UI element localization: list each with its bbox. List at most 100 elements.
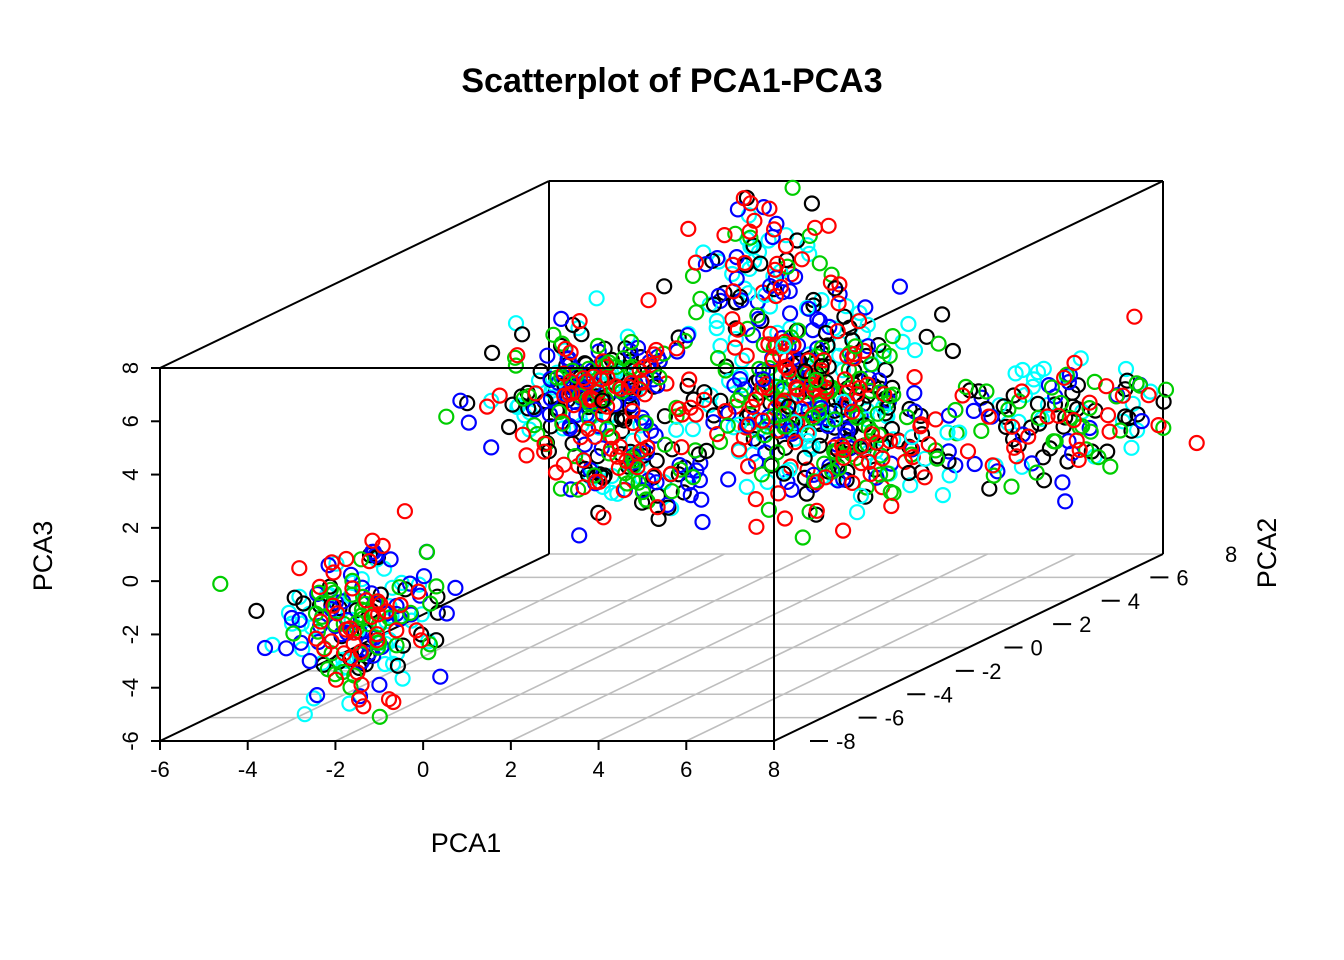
data-point — [327, 666, 344, 683]
data-point — [1043, 379, 1061, 396]
data-point — [799, 237, 816, 254]
x-tick-label: 2 — [505, 757, 517, 782]
data-point — [1030, 409, 1047, 426]
data-point — [291, 560, 308, 577]
data-point — [725, 283, 742, 300]
data-point — [637, 491, 655, 508]
data-point — [848, 386, 866, 403]
data-point — [555, 365, 572, 382]
data-point — [724, 256, 742, 273]
data-point — [833, 437, 851, 454]
data-point — [1155, 393, 1172, 410]
data-point — [848, 504, 866, 521]
data-point — [829, 323, 846, 340]
data-point — [1128, 375, 1145, 392]
data-point — [385, 693, 402, 711]
data-point — [491, 387, 508, 404]
data-point — [675, 484, 692, 501]
data-point — [906, 342, 924, 359]
data-point — [687, 254, 705, 271]
data-point — [556, 387, 573, 404]
data-point — [690, 446, 708, 463]
data-point — [680, 220, 697, 237]
chart-title: Scatterplot of PCA1-PCA3 — [461, 62, 882, 100]
data-point — [401, 575, 419, 592]
data-point — [1131, 377, 1149, 394]
data-point — [589, 448, 606, 465]
data-point — [369, 632, 386, 649]
data-point — [1098, 378, 1115, 395]
data-point — [634, 483, 652, 501]
data-point — [916, 469, 933, 486]
data-point — [656, 436, 674, 453]
data-point — [564, 362, 581, 379]
data-point — [879, 465, 896, 482]
data-point — [705, 296, 723, 313]
data-point — [1058, 366, 1075, 383]
data-point — [859, 376, 876, 393]
data-point — [670, 400, 688, 418]
data-point — [1028, 464, 1045, 481]
data-point — [358, 592, 375, 609]
data-point — [731, 371, 749, 388]
data-point — [507, 357, 525, 374]
data-point — [631, 362, 648, 379]
data-point — [564, 385, 581, 402]
data-point — [781, 305, 799, 322]
data-point — [1004, 418, 1021, 435]
data-point — [648, 474, 665, 491]
data-point — [447, 579, 464, 597]
data-point — [708, 312, 726, 330]
data-point — [371, 708, 388, 725]
data-point — [730, 441, 748, 458]
data-point — [1023, 455, 1041, 472]
data-point — [623, 333, 640, 351]
data-point — [696, 384, 713, 401]
data-point — [730, 416, 748, 433]
data-point — [764, 351, 782, 368]
data-point — [716, 227, 733, 244]
data-point — [547, 464, 565, 481]
data-point — [1057, 409, 1074, 426]
data-point — [646, 467, 663, 484]
data-point — [361, 552, 378, 570]
data-point — [798, 485, 815, 502]
data-point — [286, 589, 303, 606]
data-point — [1045, 433, 1062, 450]
axis-ticks: -6 -4 -2 0 2 4 6 8 -6 -4 -2 0 2 4 6 8 -8 -6 -4 -2 0 2 4 6 8 — [118, 362, 1237, 782]
data-point — [900, 315, 917, 333]
data-point — [672, 461, 689, 478]
data-point — [679, 377, 696, 395]
z-tick-label: 8 — [118, 362, 143, 374]
data-point — [301, 652, 318, 670]
data-point — [1025, 371, 1043, 388]
data-points — [212, 179, 1205, 725]
data-point — [817, 325, 835, 342]
data-point — [818, 374, 835, 391]
data-point — [483, 439, 500, 456]
data-point — [1004, 431, 1022, 448]
data-point — [820, 217, 837, 234]
data-point — [727, 331, 744, 348]
data-point — [813, 358, 830, 375]
data-point — [1035, 360, 1052, 377]
data-point — [518, 447, 535, 464]
z-tick-label: 6 — [118, 415, 143, 427]
data-point — [981, 480, 998, 497]
data-point — [422, 595, 439, 612]
data-point — [930, 335, 947, 352]
data-point — [432, 668, 449, 685]
data-point — [747, 391, 765, 408]
data-point — [682, 487, 699, 504]
data-point — [813, 292, 830, 309]
z-tick-label: 4 — [118, 468, 143, 480]
data-point — [410, 576, 428, 593]
data-point — [342, 649, 359, 667]
data-point — [1060, 374, 1078, 391]
data-point — [794, 529, 811, 546]
data-point — [920, 436, 937, 453]
data-point — [1070, 451, 1087, 468]
data-point — [1057, 493, 1074, 510]
data-point — [1007, 365, 1024, 382]
data-point — [1140, 387, 1157, 404]
